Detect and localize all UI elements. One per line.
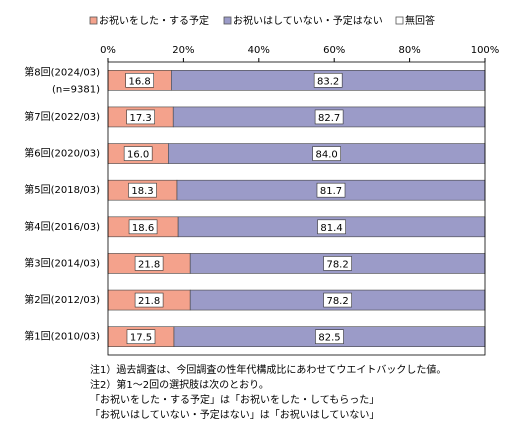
value-label-box <box>315 329 344 344</box>
legend-swatch <box>395 16 404 25</box>
value-label-box <box>125 73 154 88</box>
y-tick-label: 第1回(2010/03) <box>24 330 100 343</box>
x-tick-label: 40% <box>248 45 270 56</box>
note: 「お祝いをした・する予定」は「お祝いをした・してもらった」 <box>90 393 379 406</box>
y-tick-label: 第6回(2020/03) <box>24 147 100 160</box>
value-label: 84.0 <box>316 150 338 161</box>
note: 注2）第1～2回の選択肢は次のとおり。 <box>90 378 269 391</box>
value-label: 83.2 <box>317 76 339 87</box>
legend-swatch <box>89 16 98 25</box>
value-label-box <box>128 182 157 198</box>
value-label: 78.2 <box>326 296 348 307</box>
x-tick-label: 0% <box>100 45 116 56</box>
y-tick-label: 第2回(2012/03) <box>24 293 100 306</box>
value-label-box <box>313 73 343 88</box>
value-label: 21.8 <box>138 259 160 270</box>
value-label-box <box>312 146 341 161</box>
value-label-box <box>323 292 352 308</box>
legend-label: 無回答 <box>405 14 435 27</box>
value-label: 81.4 <box>320 223 342 234</box>
value-label-box <box>126 329 156 344</box>
x-tick-label: 80% <box>398 45 420 56</box>
value-label: 81.7 <box>320 186 342 197</box>
note: 「お祝いはしていない・予定はない」は「お祝いはしていない」 <box>90 408 379 421</box>
value-label: 18.6 <box>132 223 154 234</box>
value-label-box <box>314 109 344 125</box>
note: 注1）過去調査は、今回調査の性年代構成比にあわせてウエイトバックした値。 <box>90 363 446 376</box>
value-label-box <box>126 109 155 125</box>
value-label: 17.5 <box>130 333 152 344</box>
legend-label: お祝いはしていない・予定はない <box>233 14 383 27</box>
value-label: 18.3 <box>131 186 153 197</box>
value-label: 82.7 <box>318 113 340 124</box>
value-label: 16.0 <box>127 150 149 161</box>
y-tick-label: 第5回(2018/03) <box>24 183 100 196</box>
sample-size: (n=9381) <box>52 84 100 95</box>
value-label: 17.3 <box>129 113 151 124</box>
x-tick-label: 100% <box>471 45 500 56</box>
legend-swatch <box>223 16 232 25</box>
value-label-box <box>316 182 346 198</box>
legend-label: お祝いをした・する予定 <box>99 14 209 27</box>
y-tick-label: 第7回(2022/03) <box>24 110 100 123</box>
value-label: 82.5 <box>318 333 340 344</box>
value-label: 21.8 <box>138 296 160 307</box>
y-tick-label: 第8回(2024/03) <box>24 65 100 78</box>
value-label-box <box>134 256 164 271</box>
value-label-box <box>128 219 158 235</box>
value-label-box <box>323 256 352 271</box>
y-tick-label: 第4回(2016/03) <box>24 220 100 233</box>
value-label-box <box>317 219 346 235</box>
x-tick-label: 20% <box>172 45 194 56</box>
x-tick-label: 60% <box>323 45 345 56</box>
value-label: 78.2 <box>326 259 348 270</box>
value-label: 16.8 <box>129 76 151 87</box>
value-label-box <box>123 146 153 161</box>
value-label-box <box>134 292 164 308</box>
plot-frame <box>107 61 486 356</box>
y-tick-label: 第3回(2014/03) <box>24 256 100 269</box>
